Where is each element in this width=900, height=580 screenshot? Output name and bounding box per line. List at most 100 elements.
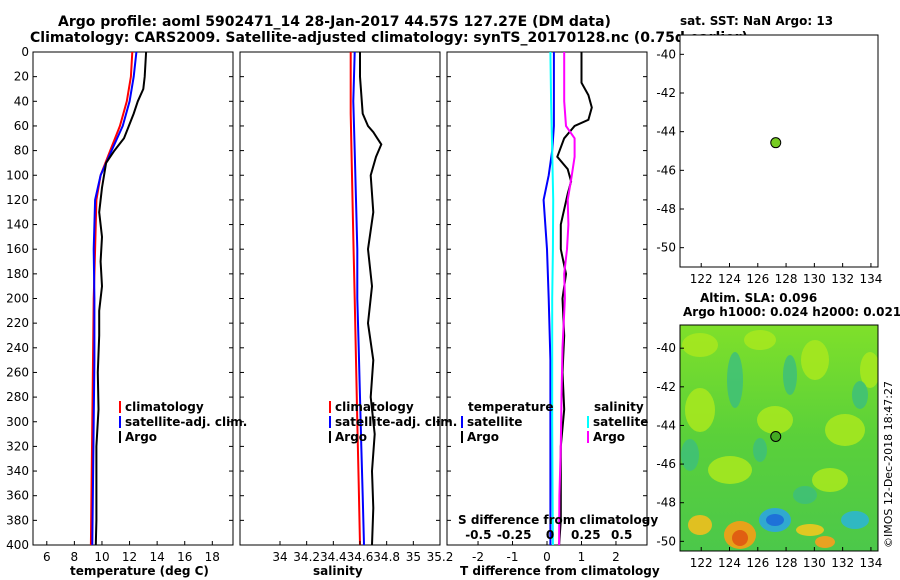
depth-tick-label: 20 — [14, 70, 29, 84]
depth-tick-label: 60 — [14, 119, 29, 133]
map-x-tick-label: 126 — [746, 272, 769, 286]
x-tick-label: 2 — [612, 550, 620, 564]
difference-series — [542, 51, 593, 546]
legend-t-argo: Argo — [467, 430, 499, 444]
depth-tick-label: 100 — [6, 168, 29, 182]
map-x-tick-label: 124 — [718, 272, 741, 286]
temperature-axis-label: temperature (deg C) — [70, 564, 209, 578]
depth-tick-label: 300 — [6, 415, 29, 429]
x-tick-label: 35 — [406, 550, 421, 564]
map-y-tick-label: -42 — [656, 86, 676, 100]
map-x-tick-label: 122 — [690, 272, 713, 286]
map-x-tick-label: 134 — [859, 272, 882, 286]
depth-tick-label: 160 — [6, 242, 29, 256]
argo-float-marker-sla — [770, 430, 782, 442]
map-y-tick-label: -46 — [656, 163, 676, 177]
map-x-tick-label: 128 — [775, 272, 798, 286]
depth-tick-label: 40 — [14, 94, 29, 108]
depth-tick-label: 0 — [21, 45, 29, 59]
map-y-tick-label: -50 — [656, 241, 676, 255]
temperature-legend: climatology satellite-adj. clim. Argo — [119, 400, 247, 444]
sst-map-title: sat. SST: NaN Argo: 13 — [680, 14, 833, 28]
legend-climatology: climatology — [125, 400, 204, 414]
difference-x-ticks: -2 -1 0 1 2 — [472, 541, 620, 564]
figure-title-line1: Argo profile: aoml 5902471_14 28-Jan-201… — [58, 14, 611, 30]
difference-legend: temperature satellite Argo salinity sate… — [461, 400, 648, 444]
series-line-argo — [359, 52, 383, 546]
argo-float-marker — [770, 137, 782, 149]
map-y-tick-label: -40 — [656, 47, 676, 61]
salinity-panel — [239, 51, 441, 546]
depth-tick-label: 320 — [6, 439, 29, 453]
depth-tick-label: 120 — [6, 193, 29, 207]
legend-s-argo: Argo — [593, 430, 625, 444]
series-line-climatology — [349, 52, 361, 546]
s-diff-tick-label: 0.25 — [571, 528, 601, 542]
sla-map-panel — [679, 324, 879, 552]
map-y-tick-label: -44 — [656, 125, 676, 139]
salinity-axis-label: salinity — [313, 564, 363, 578]
depth-tick-label: 200 — [6, 292, 29, 306]
map-x-tick-label: 128 — [775, 556, 798, 570]
legend-argo: Argo — [335, 430, 367, 444]
map-y-tick-label: -44 — [656, 418, 676, 432]
map-y-tick-label: -50 — [656, 534, 676, 548]
x-tick-label: 6 — [43, 550, 51, 564]
series-line-satellite-adj-clim- — [352, 51, 365, 546]
map-x-tick-label: 134 — [859, 556, 882, 570]
x-tick-label: -2 — [472, 550, 484, 564]
depth-tick-label: 400 — [6, 538, 29, 552]
difference-axis-label: T difference from climatology — [460, 564, 660, 578]
depth-tick-label: 180 — [6, 267, 29, 281]
depth-axis: 0 20 40 60 80 100 120 140 160 180 200 220 240 260 280 3… — [6, 45, 647, 552]
temperature-series — [89, 51, 148, 546]
depth-tick-label: 280 — [6, 390, 29, 404]
sla-map-axes: 122 124 126 128 130 132 134 -40 -42 -44 -46 -48 -50 — [656, 341, 882, 570]
map-y-tick-label: -46 — [656, 457, 676, 471]
depth-tick-label: 240 — [6, 341, 29, 355]
salinity-x-ticks: 34 34.2 34.4 34.6 34.8 35 35.2 — [272, 541, 453, 564]
x-tick-label: 34.8 — [373, 550, 400, 564]
legend-temperature-title: temperature — [468, 400, 553, 414]
map-x-tick-label: 126 — [746, 556, 769, 570]
s-diff-tick-label: 0.5 — [611, 528, 632, 542]
map-x-tick-label: 124 — [718, 556, 741, 570]
s-diff-tick-label: -0.25 — [497, 528, 532, 542]
series-line-t-argo — [556, 52, 593, 546]
salinity-series — [349, 51, 383, 546]
x-tick-label: 35.2 — [427, 550, 454, 564]
map-y-tick-label: -48 — [656, 202, 676, 216]
temperature-x-ticks: 6 8 10 12 14 16 18 — [43, 541, 220, 564]
depth-tick-label: 380 — [6, 513, 29, 527]
map-x-tick-label: 130 — [803, 272, 826, 286]
x-tick-label: 0 — [543, 550, 551, 564]
x-tick-label: -1 — [507, 550, 519, 564]
depth-tick-label: 340 — [6, 464, 29, 478]
s-diff-tick-label: -0.5 — [465, 528, 491, 542]
map-x-tick-label: 122 — [690, 556, 713, 570]
sla-title-line1: Altim. SLA: 0.096 — [700, 291, 817, 305]
temperature-panel — [32, 51, 234, 546]
imos-footer: ©IMOS 12-Dec-2018 18:47:27 — [882, 381, 895, 548]
x-tick-label: 12 — [122, 550, 137, 564]
s-difference-ticks: -0.5 -0.25 0 0.25 0.5 — [465, 528, 632, 542]
series-line-argo — [94, 51, 148, 546]
s-diff-tick-label: 0 — [546, 528, 554, 542]
series-line-s-satellite — [549, 51, 555, 546]
s-difference-axis-label: S difference from climatology — [458, 513, 658, 527]
map-y-tick-label: -42 — [656, 380, 676, 394]
figure-title-line2: Climatology: CARS2009. Satellite-adjuste… — [30, 30, 748, 46]
series-line-climatology — [89, 51, 134, 546]
salinity-legend: climatology satellite-adj. clim. Argo — [329, 400, 457, 444]
sst-map-panel — [679, 34, 879, 268]
map-y-tick-label: -48 — [656, 496, 676, 510]
series-line-s-argo — [558, 52, 576, 546]
legend-satellite: satellite-adj. clim. — [335, 415, 457, 429]
depth-tick-label: 360 — [6, 489, 29, 503]
x-tick-label: 10 — [94, 550, 109, 564]
map-x-tick-label: 132 — [831, 272, 854, 286]
x-tick-label: 34.6 — [347, 550, 374, 564]
depth-tick-label: 220 — [6, 316, 29, 330]
x-tick-label: 8 — [71, 550, 79, 564]
